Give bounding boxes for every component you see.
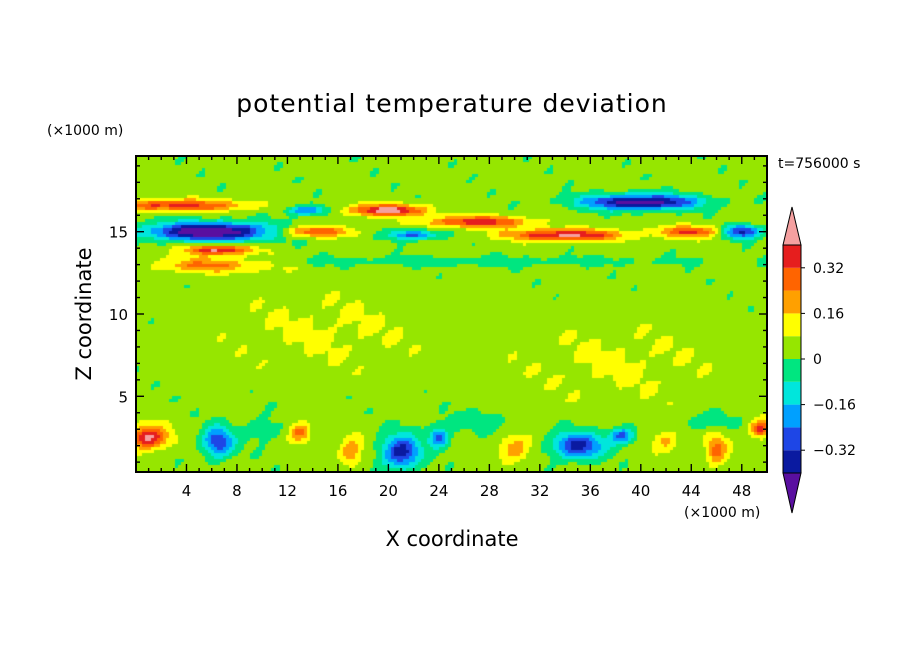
x-axis: 4 8 12 16 20 24 28 32 36 40 44 48	[147, 156, 756, 500]
x-axis-label: X coordinate	[385, 527, 518, 551]
colorbar-tick-label: 0.16	[813, 306, 844, 322]
time-label: t=756000 s	[778, 156, 860, 172]
x-tick-label: 16	[328, 482, 347, 500]
x-tick-label: 44	[682, 482, 701, 500]
x-tick-label: 8	[232, 482, 242, 500]
colorbar-bin	[783, 450, 801, 473]
colorbar-bin	[783, 267, 801, 291]
x-unit-label: (×1000 m)	[684, 505, 760, 521]
colorbar-bin	[783, 313, 801, 337]
x-tick-label: 28	[480, 482, 499, 500]
colorbar: 0.32 0.16 0 −0.16 −0.32	[782, 206, 856, 514]
colorbar-bin	[783, 245, 801, 268]
y-tick-label: 5	[118, 388, 128, 406]
chart-title: potential temperature deviation	[236, 89, 667, 118]
y-tick-label: 10	[109, 306, 128, 324]
x-tick-label: 40	[631, 482, 650, 500]
x-tick-label: 32	[530, 482, 549, 500]
y-tick-label: 15	[109, 224, 128, 242]
x-tick-label: 20	[379, 482, 398, 500]
colorbar-bin	[783, 381, 801, 405]
plot-area	[135, 155, 768, 473]
x-tick-label: 48	[732, 482, 751, 500]
colorbar-bin	[783, 336, 801, 359]
y-axis: 5 10 15	[109, 165, 767, 463]
colorbar-bin	[783, 404, 801, 428]
colorbar-bin	[783, 290, 801, 314]
colorbar-bin	[783, 359, 801, 382]
y-axis-label: Z coordinate	[72, 247, 96, 380]
heatmap-image	[136, 156, 767, 472]
colorbar-min-extension	[782, 472, 802, 514]
x-tick-label: 24	[429, 482, 448, 500]
x-tick-label: 12	[278, 482, 297, 500]
colorbar-tick-label: 0	[813, 352, 822, 368]
colorbar-tick-label: −0.32	[813, 443, 856, 459]
colorbar-max-extension	[782, 206, 802, 246]
colorbar-tick-label: 0.32	[813, 261, 844, 277]
y-unit-label: (×1000 m)	[47, 123, 123, 139]
colorbar-bin	[783, 427, 801, 451]
x-tick-label: 4	[182, 482, 192, 500]
colorbar-tick-label: −0.16	[813, 398, 856, 414]
x-tick-label: 36	[581, 482, 600, 500]
